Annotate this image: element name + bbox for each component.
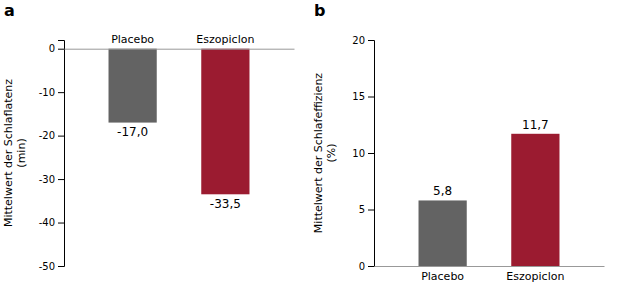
panel: 0 5 10 15 20 Placebo Eszopiclon 5,8 11,7 Mittelwe… <box>312 1 605 283</box>
tick-label: -40 <box>39 217 55 228</box>
data-label: 11,7 <box>522 118 549 132</box>
bars <box>419 134 560 266</box>
tick-mark <box>368 40 374 41</box>
tick: -20 <box>39 130 64 141</box>
x-axis: Placebo Eszopiclon <box>375 267 605 283</box>
y-axis: 0 -10 -20 -30 -40 -50 <box>39 41 65 272</box>
axis-line <box>368 41 375 267</box>
y-axis-title: Mittelwert der Schlaflatenz(min) <box>2 79 28 227</box>
category-label: Placebo <box>421 270 464 283</box>
bar <box>511 134 559 266</box>
tick: 20 <box>352 35 374 46</box>
data-labels: -17,0 -33,5 <box>117 125 241 211</box>
tick: 0 <box>49 43 64 54</box>
tick-label: 0 <box>49 43 55 54</box>
tick: 5 <box>359 204 374 215</box>
category-label: Eszopiclon <box>506 270 564 283</box>
figure: 0 -10 -20 -30 -40 -50 Placebo Eszopiclon -17,0 -3… <box>0 0 620 296</box>
tick-label: -50 <box>39 261 55 272</box>
panel-label: b <box>314 1 325 20</box>
tick-label: 5 <box>359 204 365 215</box>
zero-line <box>65 49 295 50</box>
tick-mark <box>58 136 64 137</box>
tick-label: 20 <box>352 35 365 46</box>
tick-label: 10 <box>352 148 365 159</box>
tick: -10 <box>39 87 64 98</box>
tick: -50 <box>39 261 64 272</box>
category-label: Placebo <box>111 33 154 46</box>
tick-mark <box>368 153 374 154</box>
tick-label: 15 <box>352 91 365 102</box>
tick-label: -30 <box>39 174 55 185</box>
tick: Placebo <box>111 33 154 46</box>
bar <box>109 49 157 123</box>
bar <box>419 200 467 266</box>
tick: -30 <box>39 174 64 185</box>
tick-label: -20 <box>39 130 55 141</box>
tick-mark <box>58 223 64 224</box>
y-axis: 0 5 10 15 20 <box>352 35 374 272</box>
data-label: -17,0 <box>117 125 148 139</box>
tick: 10 <box>352 148 374 159</box>
data-label: 5,8 <box>433 184 452 198</box>
category-label: Eszopiclon <box>196 33 254 46</box>
tick-mark <box>368 266 374 267</box>
tick-mark <box>58 49 64 50</box>
tick-mark <box>58 179 64 180</box>
tick-mark <box>58 92 64 93</box>
data-label: -33,5 <box>210 197 241 211</box>
bar <box>201 49 249 195</box>
zero-line <box>375 266 605 267</box>
tick-label: -10 <box>39 87 55 98</box>
bars <box>109 49 250 195</box>
tick: 15 <box>352 91 374 102</box>
panel-label: a <box>4 1 15 20</box>
panel: 0 -10 -20 -30 -40 -50 Placebo Eszopiclon -17,0 -3… <box>2 1 295 272</box>
x-axis: Placebo Eszopiclon <box>65 33 295 50</box>
axis-line <box>58 41 65 267</box>
tick: Eszopiclon <box>196 33 254 46</box>
data-labels: 5,8 11,7 <box>433 118 549 199</box>
tick: 0 <box>359 261 374 272</box>
tick-label: 0 <box>359 261 365 272</box>
tick-mark <box>368 210 374 211</box>
tick: Placebo <box>421 270 464 283</box>
y-axis-title: Mittelwert der Schlafeffizienz(%) <box>312 73 338 234</box>
tick: -40 <box>39 217 64 228</box>
tick: Eszopiclon <box>506 270 564 283</box>
tick-mark <box>58 266 64 267</box>
tick-mark <box>368 97 374 98</box>
